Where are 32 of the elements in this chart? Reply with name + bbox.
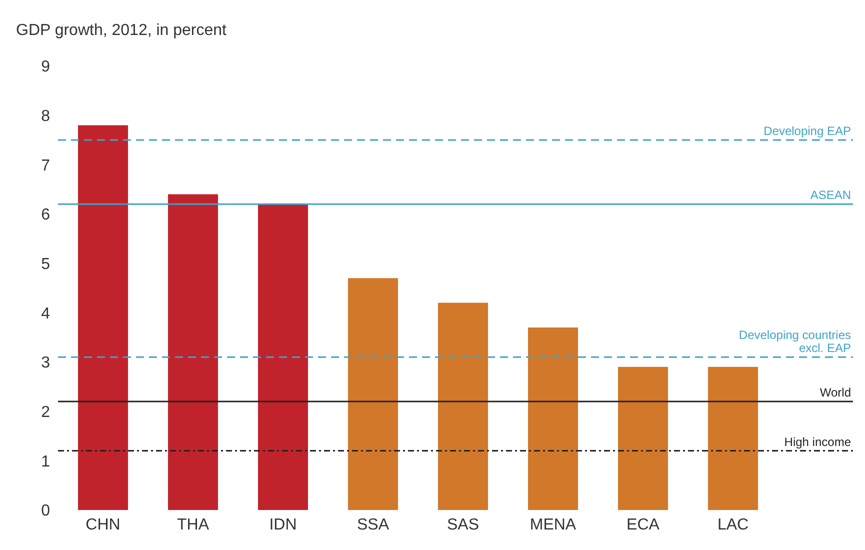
x-tick-label: THA — [177, 516, 210, 534]
ref-line-label: High income — [784, 434, 852, 449]
bar — [438, 302, 488, 510]
x-tick-label: IDN — [269, 516, 297, 534]
ref-line-label: Developing EAP — [764, 124, 851, 138]
x-tick-label: CHN — [86, 516, 120, 534]
bar — [618, 366, 668, 510]
y-tick-label: 8 — [41, 108, 50, 126]
x-tick-label: SSA — [356, 516, 390, 534]
x-tick-label: SAS — [446, 516, 480, 534]
y-tick-label: 7 — [41, 157, 50, 174]
bar — [528, 327, 578, 510]
x-tick-label: LAC — [717, 516, 749, 534]
bar — [258, 204, 308, 510]
y-tick-label: 6 — [41, 206, 50, 224]
y-tick-label: 1 — [41, 453, 50, 470]
y-axis-title: GDP growth, 2012, in percent — [16, 22, 226, 40]
bar — [168, 194, 218, 510]
y-tick-label: 2 — [41, 404, 50, 422]
y-tick-label: 5 — [41, 256, 50, 274]
x-tick-label: MENA — [530, 516, 576, 534]
y-tick-label: 9 — [41, 58, 50, 76]
ref-line-label: World — [820, 385, 851, 400]
ref-line-label: Developing countries excl. EAP — [738, 328, 851, 356]
y-tick-label: 0 — [41, 502, 50, 520]
x-tick-label: ECA — [626, 516, 660, 534]
y-tick-label: 4 — [41, 305, 50, 322]
bar — [708, 366, 758, 510]
bar — [348, 278, 398, 510]
bar — [78, 125, 128, 510]
y-tick-label: 3 — [41, 354, 50, 372]
ref-line-label: ASEAN — [810, 188, 851, 202]
